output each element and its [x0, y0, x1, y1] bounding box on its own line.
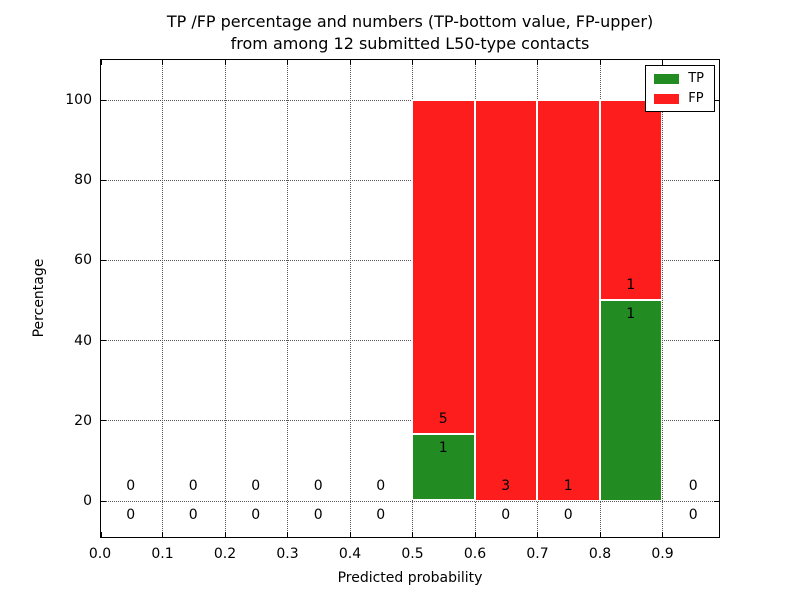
y-tick-mark-right [714, 99, 719, 101]
y-tick-label: 100 [65, 92, 92, 108]
gridline-vertical [662, 60, 663, 537]
x-tick-label: 0.5 [401, 546, 424, 562]
x-tick-mark [537, 532, 538, 537]
bar-segment-fp [537, 99, 600, 501]
y-tick-label: 40 [74, 332, 92, 349]
y-axis-label: Percentage [31, 258, 47, 338]
y-tick-mark [101, 99, 106, 101]
chart-title: TP /FP percentage and numbers (TP-bottom… [167, 11, 653, 55]
y-tick-mark [101, 420, 106, 422]
gridline-horizontal [101, 179, 719, 181]
tp-count-label: 0 [188, 506, 198, 523]
legend-label-fp: FP [688, 91, 704, 106]
fp-color-swatch [654, 93, 680, 104]
y-tick-mark [101, 340, 106, 342]
x-tick-mark-top [537, 60, 538, 65]
gridline-vertical [287, 60, 288, 537]
y-tick-label: 80 [74, 172, 92, 189]
x-tick-label: 0.2 [213, 546, 237, 562]
tp-count-label: 0 [126, 506, 136, 523]
x-tick-label: 0.0 [88, 546, 112, 562]
x-tick-mark [287, 532, 288, 537]
gridline-horizontal [101, 500, 719, 502]
fp-count-label: 0 [688, 477, 698, 494]
x-tick-mark [412, 532, 413, 537]
legend-item-fp: FP [654, 92, 704, 105]
x-tick-label: 0.1 [151, 546, 174, 562]
gridline-horizontal [101, 99, 719, 101]
x-tick-mark [599, 532, 601, 537]
tp-count-label: 0 [501, 506, 511, 523]
tp-color-swatch [654, 73, 680, 84]
x-tick-label: 0.7 [526, 546, 549, 562]
bar-segment-fp [412, 99, 475, 434]
x-tick-mark [349, 532, 351, 537]
y-tick-mark [101, 500, 106, 502]
plot-area: TP FP 0 0 0 0 0 0 0 0 0 0 5 1 3 0 1 0 1 1 0 0 [100, 59, 720, 538]
gridline-vertical [162, 60, 163, 537]
gridline-vertical [349, 60, 351, 537]
fp-count-label: 5 [438, 410, 448, 427]
x-tick-mark-top [349, 60, 351, 65]
tp-count-label: 0 [313, 506, 323, 523]
y-tick-label: 20 [74, 412, 92, 429]
tp-count-label: 1 [626, 306, 636, 322]
legend-label-tp: TP [688, 71, 704, 86]
bar-segment-fp [599, 99, 662, 300]
fp-count-label: 0 [251, 477, 261, 494]
x-tick-label: 0.6 [463, 546, 487, 562]
x-tick-mark [224, 532, 226, 537]
gridline-horizontal [101, 259, 719, 261]
y-tick-mark-right [714, 179, 719, 181]
x-tick-mark-top [224, 60, 226, 65]
tp-count-label: 0 [251, 506, 261, 523]
bar-segment-fp [474, 99, 537, 501]
x-axis-label: Predicted probability [337, 570, 483, 586]
x-tick-mark-top [412, 60, 413, 65]
x-tick-mark [101, 532, 102, 537]
legend: TP FP [645, 65, 715, 112]
x-tick-mark-top [287, 60, 288, 65]
fp-count-label: 0 [376, 477, 386, 494]
gridline-vertical [224, 60, 226, 537]
fp-count-label: 1 [563, 477, 573, 494]
x-tick-label: 0.4 [338, 546, 362, 562]
y-tick-mark-right [714, 500, 719, 502]
tp-count-label: 0 [563, 506, 573, 523]
x-tick-mark-top [599, 60, 601, 65]
tp-count-label: 1 [438, 439, 448, 456]
fp-count-label: 1 [626, 277, 636, 293]
y-tick-mark-right [714, 420, 719, 422]
x-tick-mark [474, 532, 476, 537]
x-tick-mark-top [101, 60, 102, 65]
tp-count-label: 0 [376, 506, 386, 523]
x-tick-mark-top [662, 60, 663, 65]
y-tick-label: 60 [74, 252, 92, 269]
tp-count-label: 0 [688, 506, 698, 523]
bar-segment-tp [412, 433, 475, 501]
x-tick-label: 0.9 [651, 546, 674, 562]
x-tick-mark [662, 532, 663, 537]
y-tick-label: 0 [83, 493, 92, 509]
y-tick-mark-right [714, 340, 719, 342]
x-tick-mark-top [162, 60, 163, 65]
legend-item-tp: TP [654, 72, 704, 85]
x-tick-label: 0.8 [588, 546, 612, 562]
fp-count-label: 0 [126, 477, 136, 494]
fp-count-label: 0 [188, 477, 198, 494]
x-tick-label: 0.3 [276, 546, 299, 562]
fp-count-label: 0 [313, 477, 323, 494]
y-tick-mark [101, 179, 106, 181]
gridline-horizontal [101, 420, 719, 422]
gridline-horizontal [101, 340, 719, 342]
chart-title-line1: TP /FP percentage and numbers (TP-bottom… [166, 12, 654, 31]
y-tick-mark-right [714, 259, 719, 261]
x-tick-mark [162, 532, 163, 537]
bar-segment-tp [599, 300, 662, 501]
x-tick-mark-top [474, 60, 476, 65]
y-tick-mark [101, 259, 106, 261]
chart-title-line2: from among 12 submitted L50-type contact… [230, 34, 590, 53]
fp-count-label: 3 [501, 477, 511, 494]
